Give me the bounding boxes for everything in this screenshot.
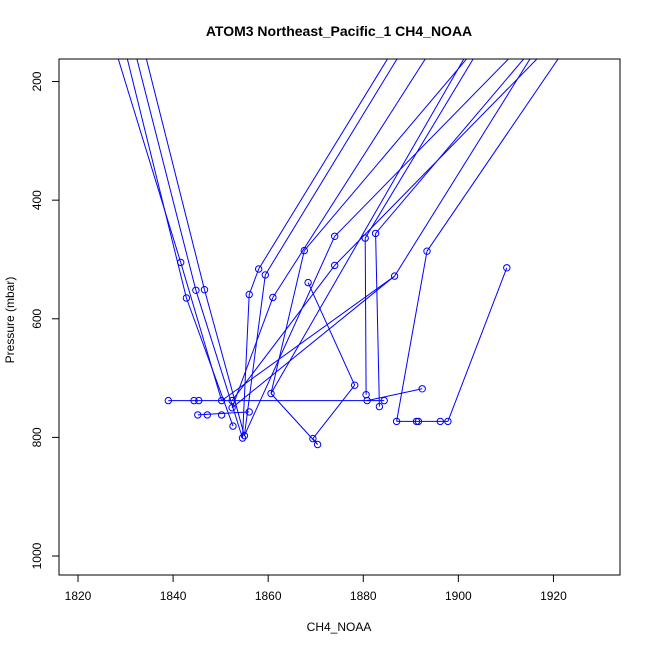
data-point-20: [267, 389, 275, 398]
data-point-42: [444, 417, 452, 426]
profile-line-4: [136, 59, 197, 291]
data-point-41: [436, 417, 444, 426]
data-point-16: [245, 408, 253, 416]
plot-area: [117, 59, 559, 449]
y-tick-label-600: 600: [30, 308, 44, 328]
data-point-29: [361, 234, 369, 242]
profile-line-24: [231, 265, 336, 401]
profile-line-19: [307, 282, 356, 386]
data-point-25: [313, 440, 322, 449]
data-point-27: [331, 261, 339, 270]
profile-line-16: [272, 59, 426, 298]
profile-line-21: [270, 59, 465, 394]
plot-frame: [58, 58, 621, 576]
profile-line-37: [221, 275, 395, 402]
data-point-37: [412, 417, 421, 426]
profile-line-11: [248, 268, 260, 295]
profile-line-12: [258, 59, 389, 270]
data-point-40: [423, 247, 431, 255]
profile-line-0: [117, 59, 182, 263]
data-point-8: [228, 396, 236, 405]
data-point-34: [380, 396, 388, 405]
y-tick-label-400: 400: [30, 190, 44, 210]
profile-line-22: [243, 236, 336, 436]
data-point-32: [371, 229, 380, 238]
data-point-2: [192, 286, 200, 294]
data-point-3: [200, 286, 209, 294]
profile-line-3: [185, 297, 234, 427]
data-point-18: [255, 265, 263, 273]
profile-line-20: [312, 384, 356, 439]
profile-line-23: [334, 59, 510, 237]
data-point-21: [269, 293, 277, 302]
data-point-23: [304, 278, 312, 287]
data-point-5: [190, 396, 198, 405]
data-point-31: [363, 396, 371, 405]
profile-line-5: [195, 290, 243, 439]
x-tick-label-1900: 1900: [445, 589, 472, 603]
x-tick-label-1860: 1860: [255, 589, 282, 603]
data-point-12: [228, 404, 236, 412]
data-point-36: [392, 417, 401, 426]
x-tick-label-1880: 1880: [350, 589, 377, 603]
data-point-22: [300, 246, 308, 255]
profile-line-15: [231, 297, 274, 408]
profile-line-30: [231, 275, 395, 409]
profile-line-9: [197, 411, 250, 416]
profile-line-39: [270, 393, 318, 445]
y-tick-label-200: 200: [30, 71, 44, 91]
profile-line-28: [375, 233, 380, 407]
data-point-24: [309, 434, 317, 443]
y-tick-label-1000: 1000: [30, 542, 44, 569]
profile-line-2: [126, 59, 187, 299]
profile-line-10: [242, 294, 250, 439]
x-tick-label-1840: 1840: [160, 589, 187, 603]
data-point-0: [177, 258, 185, 267]
profile-line-14: [264, 59, 398, 276]
data-point-17: [245, 290, 253, 299]
data-point-33: [375, 402, 384, 411]
profile-line-36: [447, 267, 508, 422]
profile-line-29: [375, 59, 525, 234]
data-point-13: [229, 422, 237, 430]
data-point-4: [164, 396, 173, 405]
data-point-35: [390, 272, 399, 280]
data-point-15: [240, 431, 249, 440]
data-point-1: [182, 294, 191, 302]
chart-title: ATOM3 Northeast_Pacific_1 CH4_NOAA: [206, 23, 472, 39]
profile-line-7: [204, 289, 245, 436]
x-tick-label-1920: 1920: [540, 589, 567, 603]
y-tick-label-800: 800: [30, 427, 44, 447]
x-axis-label: CH4_NOAA: [307, 620, 372, 634]
data-point-14: [238, 434, 247, 442]
y-axis-label: Pressure (mbar): [3, 277, 17, 364]
profile-line-27: [364, 59, 474, 239]
profile-line-6: [145, 59, 205, 290]
profile-line-18: [303, 59, 468, 251]
data-point-6: [195, 396, 203, 405]
profile-line-31: [394, 59, 531, 277]
profile-line-34: [366, 388, 423, 402]
data-point-28: [351, 381, 359, 389]
profile-line-1: [180, 262, 223, 401]
profile-line-26: [364, 238, 367, 395]
data-point-7: [217, 396, 226, 405]
data-point-9: [194, 411, 202, 419]
data-point-19: [261, 271, 269, 279]
data-point-43: [503, 264, 511, 272]
data-point-11: [217, 411, 226, 419]
x-tick-label-1820: 1820: [65, 589, 92, 603]
profile-line-33: [426, 59, 559, 252]
profile-line-17: [270, 250, 305, 394]
data-point-26: [331, 232, 339, 241]
data-point-10: [203, 411, 212, 419]
data-point-38: [414, 417, 423, 426]
data-point-39: [418, 385, 426, 393]
